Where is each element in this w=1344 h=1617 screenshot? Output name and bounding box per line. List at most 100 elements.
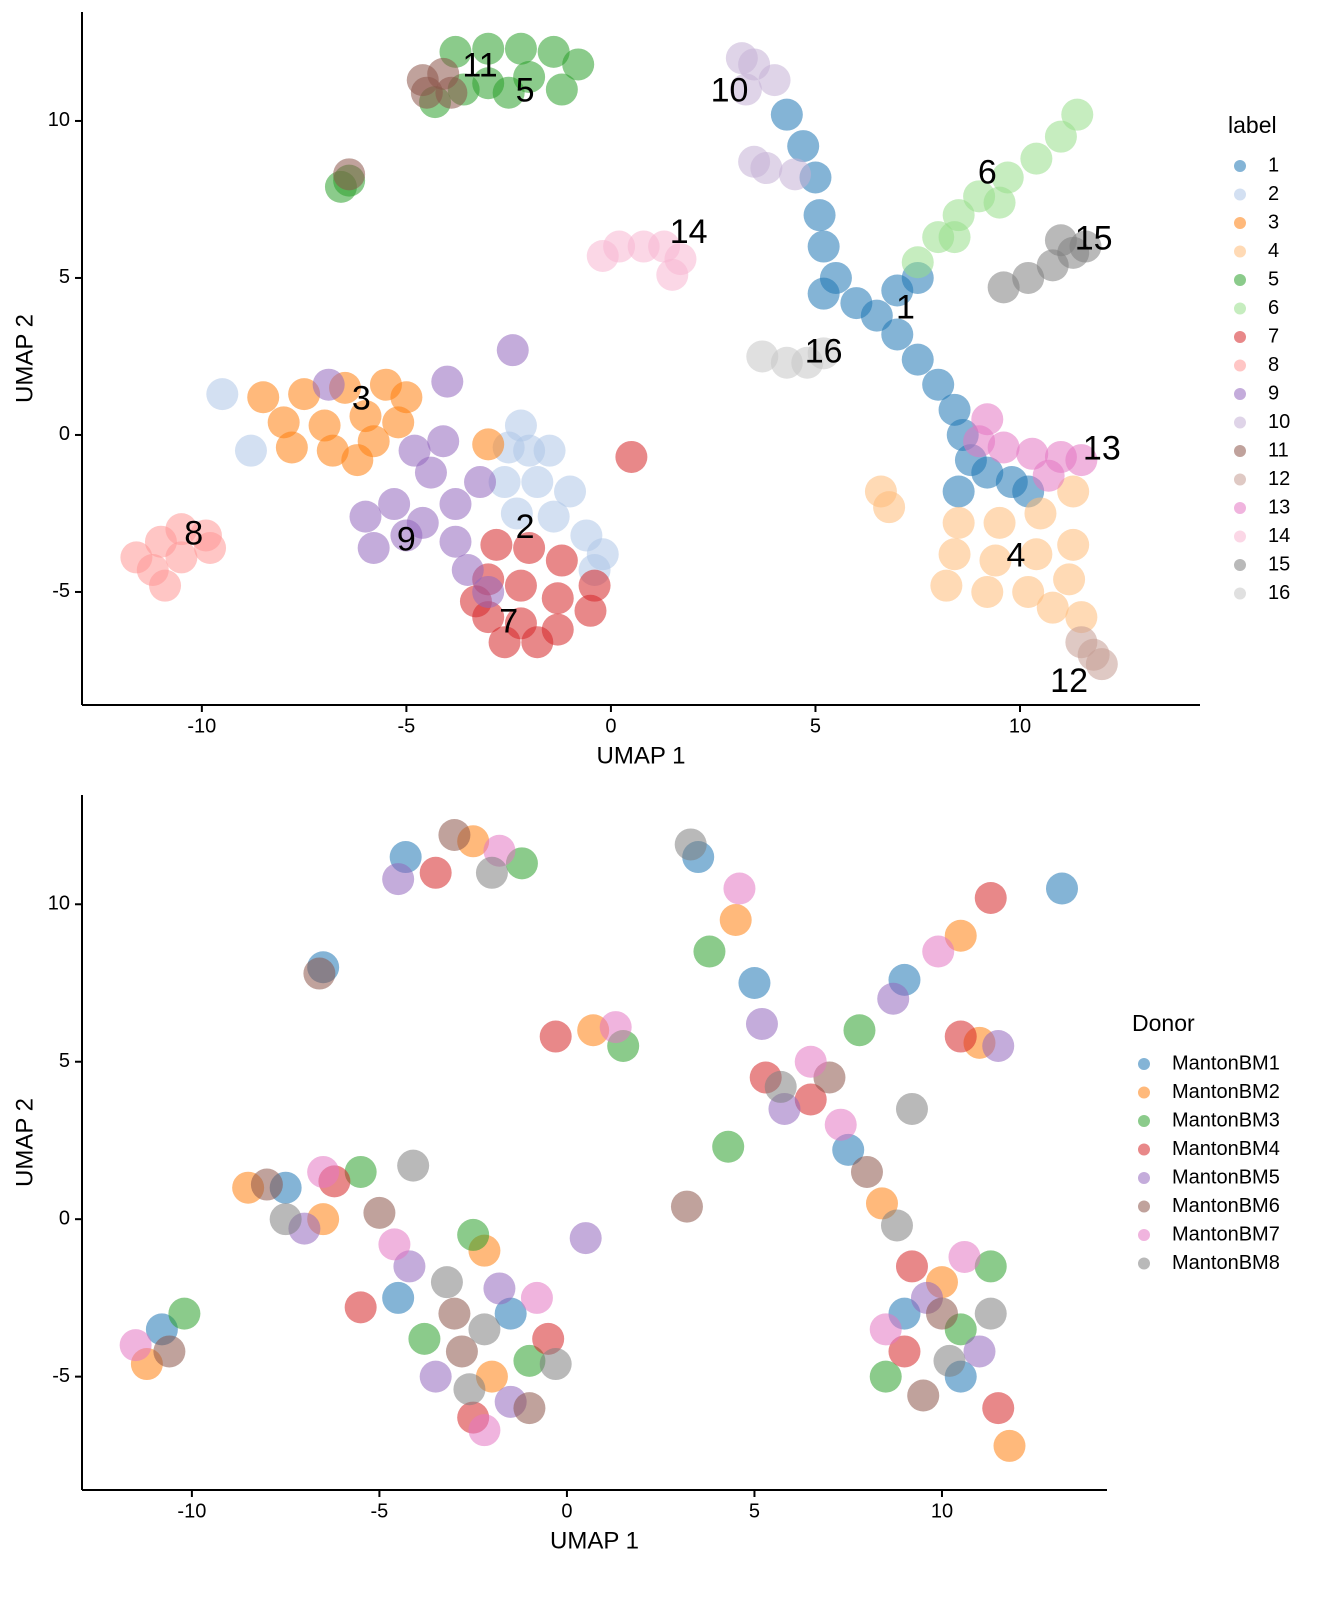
point	[344, 1155, 377, 1188]
legend-swatch	[1234, 388, 1246, 400]
cluster-label: 15	[1075, 219, 1113, 257]
point	[974, 881, 1007, 914]
point	[521, 466, 554, 499]
legend-swatch	[1234, 245, 1246, 258]
y-axis-title: UMAP 2	[11, 1098, 38, 1187]
point	[860, 299, 893, 332]
point	[382, 1281, 415, 1314]
x-axis-title: UMAP 1	[550, 1527, 639, 1554]
point	[993, 1429, 1026, 1462]
legend-swatch	[1234, 416, 1246, 429]
point	[1044, 120, 1077, 153]
point	[1069, 230, 1102, 263]
point	[895, 1092, 928, 1125]
legend-label: 14	[1268, 525, 1290, 547]
point	[545, 544, 578, 577]
point	[539, 1348, 572, 1381]
x-tick-label: -5	[371, 1500, 389, 1522]
point	[1044, 224, 1077, 257]
point	[843, 1014, 876, 1047]
legend-swatch	[1138, 1200, 1150, 1213]
point	[457, 1218, 490, 1251]
legend-swatch	[1234, 587, 1246, 600]
point	[504, 409, 537, 442]
point	[153, 1335, 186, 1368]
legend-title: label	[1228, 112, 1277, 138]
legend-swatch	[1234, 502, 1246, 514]
point	[378, 488, 411, 521]
cluster-label: 12	[1050, 662, 1088, 700]
point	[942, 506, 975, 539]
legend-swatch	[1234, 359, 1246, 372]
legend-swatch	[1234, 217, 1246, 229]
point	[541, 582, 574, 615]
point	[712, 1130, 745, 1163]
point	[963, 1335, 996, 1368]
point	[316, 434, 349, 467]
point	[1061, 98, 1094, 131]
point	[1045, 872, 1078, 905]
point	[435, 76, 468, 109]
legend-label: 2	[1268, 183, 1279, 205]
point	[483, 1272, 516, 1305]
point	[488, 626, 521, 659]
legend-label: MantonBM1	[1172, 1052, 1280, 1074]
legend-label: MantonBM5	[1172, 1166, 1280, 1188]
legend-swatch	[1138, 1058, 1150, 1070]
x-axis-title: UMAP 1	[597, 742, 686, 769]
point	[438, 1297, 471, 1330]
point	[382, 863, 415, 896]
point	[738, 966, 771, 999]
point	[496, 334, 529, 367]
point	[938, 393, 971, 426]
legend-swatch	[1138, 1229, 1150, 1241]
legend-label: 11	[1268, 439, 1289, 461]
point	[764, 1070, 797, 1103]
point	[513, 1392, 546, 1425]
point	[554, 475, 587, 508]
point	[288, 378, 321, 411]
legend-swatch	[1234, 559, 1246, 571]
legend-label: 12	[1268, 468, 1290, 490]
point	[472, 575, 505, 608]
cluster-label: 5	[516, 72, 535, 110]
point	[247, 381, 280, 414]
point	[194, 531, 227, 564]
y-tick-label: 0	[59, 423, 70, 445]
point	[1016, 437, 1049, 470]
point	[719, 904, 752, 937]
point	[1057, 475, 1090, 508]
point	[787, 130, 820, 163]
point	[944, 1020, 977, 1053]
legend-label: MantonBM8	[1172, 1252, 1280, 1274]
point	[308, 409, 341, 442]
point	[922, 935, 955, 968]
x-tick-label: 10	[1009, 715, 1031, 737]
point	[971, 456, 1004, 489]
point	[431, 365, 464, 398]
point	[1012, 261, 1045, 294]
point	[303, 957, 336, 990]
point	[738, 145, 771, 178]
legend-label: MantonBM3	[1172, 1109, 1280, 1131]
point	[877, 982, 910, 1015]
point	[1053, 563, 1086, 596]
legend-swatch	[1234, 302, 1246, 315]
point	[269, 1203, 302, 1236]
point	[532, 1322, 565, 1355]
legend-label: 10	[1268, 411, 1290, 433]
cluster-label: 2	[516, 508, 535, 546]
point	[1036, 591, 1069, 624]
point	[987, 431, 1020, 464]
legend-swatch	[1234, 530, 1246, 543]
points	[120, 32, 1118, 681]
point	[1012, 575, 1045, 608]
point	[533, 434, 566, 467]
point	[824, 1108, 857, 1141]
point	[948, 1240, 981, 1273]
point	[390, 519, 423, 552]
y-tick-label: 10	[48, 893, 70, 915]
x-tick-label: 5	[749, 1500, 760, 1522]
point	[674, 828, 707, 861]
legend-label: MantonBM2	[1172, 1081, 1280, 1103]
